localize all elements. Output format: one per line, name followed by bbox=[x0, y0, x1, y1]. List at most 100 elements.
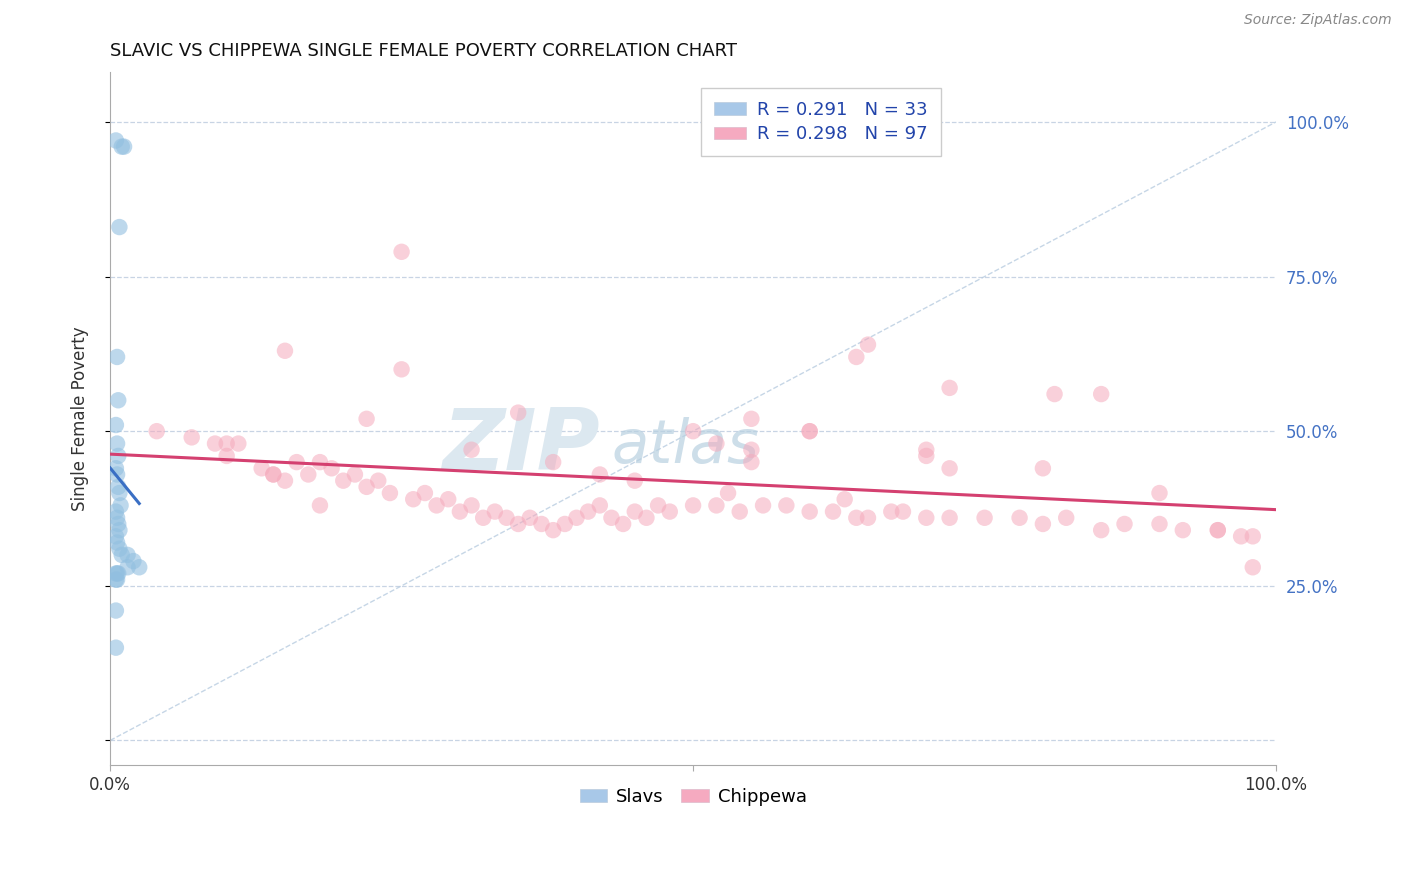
Point bbox=[636, 510, 658, 524]
Point bbox=[1114, 516, 1136, 531]
Point bbox=[706, 499, 728, 513]
Point bbox=[706, 436, 728, 450]
Point bbox=[565, 510, 588, 524]
Point bbox=[576, 505, 599, 519]
Point bbox=[378, 486, 401, 500]
Point bbox=[108, 541, 131, 556]
Point bbox=[717, 486, 740, 500]
Point bbox=[105, 436, 128, 450]
Point bbox=[728, 505, 751, 519]
Point bbox=[1149, 486, 1171, 500]
Point bbox=[297, 467, 319, 482]
Point bbox=[108, 523, 131, 537]
Point bbox=[821, 505, 844, 519]
Point bbox=[1206, 523, 1229, 537]
Text: SLAVIC VS CHIPPEWA SINGLE FEMALE POVERTY CORRELATION CHART: SLAVIC VS CHIPPEWA SINGLE FEMALE POVERTY… bbox=[110, 42, 737, 60]
Point bbox=[111, 139, 134, 153]
Point bbox=[107, 480, 129, 494]
Point bbox=[508, 406, 530, 420]
Point bbox=[391, 362, 413, 376]
Point bbox=[1241, 560, 1264, 574]
Point bbox=[107, 393, 129, 408]
Point bbox=[104, 566, 127, 581]
Point bbox=[228, 436, 250, 450]
Point bbox=[973, 510, 995, 524]
Point bbox=[105, 350, 128, 364]
Point bbox=[938, 381, 960, 395]
Point bbox=[1149, 516, 1171, 531]
Point bbox=[541, 455, 564, 469]
Point bbox=[180, 430, 202, 444]
Point bbox=[110, 499, 132, 513]
Point bbox=[682, 499, 704, 513]
Point bbox=[1008, 510, 1031, 524]
Point bbox=[204, 436, 226, 450]
Text: atlas: atlas bbox=[612, 417, 759, 476]
Point bbox=[612, 516, 634, 531]
Point bbox=[856, 510, 879, 524]
Point bbox=[391, 244, 413, 259]
Point bbox=[682, 424, 704, 438]
Point bbox=[519, 510, 541, 524]
Point bbox=[915, 510, 938, 524]
Point bbox=[508, 516, 530, 531]
Point bbox=[215, 449, 238, 463]
Point bbox=[938, 461, 960, 475]
Point bbox=[309, 499, 332, 513]
Point bbox=[107, 516, 129, 531]
Point bbox=[856, 337, 879, 351]
Point bbox=[413, 486, 436, 500]
Point bbox=[104, 133, 127, 147]
Point bbox=[1230, 529, 1253, 543]
Legend: Slavs, Chippewa: Slavs, Chippewa bbox=[571, 779, 815, 815]
Point bbox=[104, 573, 127, 587]
Point bbox=[495, 510, 517, 524]
Point bbox=[274, 474, 297, 488]
Point bbox=[845, 350, 868, 364]
Point bbox=[554, 516, 576, 531]
Point bbox=[1090, 523, 1112, 537]
Point bbox=[105, 510, 128, 524]
Point bbox=[1032, 461, 1054, 475]
Point bbox=[740, 412, 762, 426]
Point bbox=[343, 467, 366, 482]
Text: Source: ZipAtlas.com: Source: ZipAtlas.com bbox=[1244, 13, 1392, 28]
Point bbox=[107, 566, 129, 581]
Point bbox=[117, 560, 139, 574]
Point bbox=[740, 442, 762, 457]
Point bbox=[484, 505, 506, 519]
Point bbox=[799, 424, 821, 438]
Point bbox=[309, 455, 332, 469]
Point bbox=[108, 486, 131, 500]
Point bbox=[1171, 523, 1194, 537]
Point bbox=[1241, 529, 1264, 543]
Point bbox=[367, 474, 389, 488]
Point bbox=[274, 343, 297, 358]
Point bbox=[472, 510, 495, 524]
Point bbox=[105, 467, 128, 482]
Point bbox=[332, 474, 354, 488]
Point bbox=[321, 461, 343, 475]
Point bbox=[799, 505, 821, 519]
Point bbox=[122, 554, 145, 568]
Point bbox=[589, 499, 612, 513]
Point bbox=[658, 505, 681, 519]
Point bbox=[915, 449, 938, 463]
Point bbox=[104, 640, 127, 655]
Point bbox=[437, 492, 460, 507]
Point bbox=[1054, 510, 1077, 524]
Point bbox=[834, 492, 856, 507]
Point bbox=[104, 529, 127, 543]
Point bbox=[623, 505, 645, 519]
Point bbox=[145, 424, 167, 438]
Point bbox=[108, 220, 131, 235]
Point bbox=[112, 139, 135, 153]
Point bbox=[262, 467, 284, 482]
Point bbox=[1206, 523, 1229, 537]
Point bbox=[915, 442, 938, 457]
Point bbox=[623, 474, 645, 488]
Point bbox=[647, 499, 669, 513]
Point bbox=[117, 548, 139, 562]
Point bbox=[589, 467, 612, 482]
Point bbox=[1090, 387, 1112, 401]
